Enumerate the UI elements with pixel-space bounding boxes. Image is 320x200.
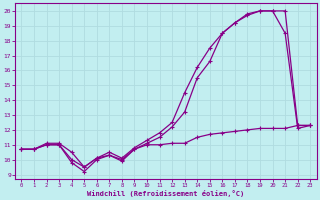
X-axis label: Windchill (Refroidissement éolien,°C): Windchill (Refroidissement éolien,°C) bbox=[87, 190, 244, 197]
